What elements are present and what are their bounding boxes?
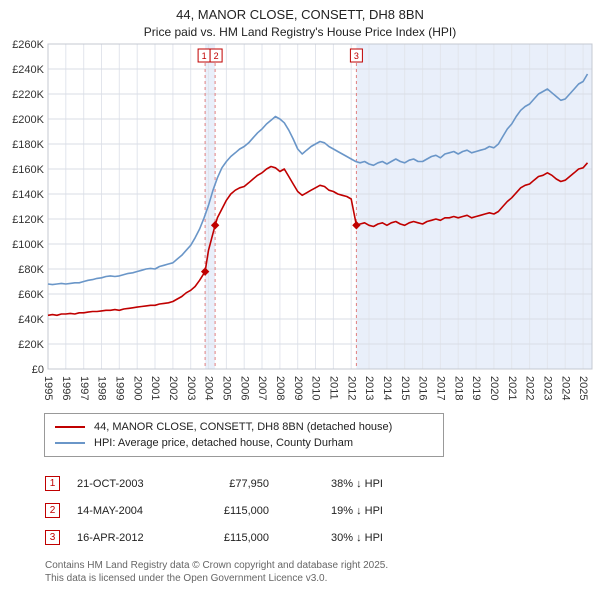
svg-text:£220K: £220K (12, 89, 44, 101)
transaction-row: 1 21-OCT-2003 £77,950 38% ↓ HPI (45, 470, 600, 497)
footer-line-2: This data is licensed under the Open Gov… (45, 573, 328, 584)
svg-text:2010: 2010 (310, 376, 322, 400)
svg-text:1: 1 (202, 51, 207, 61)
chart-title: 44, MANOR CLOSE, CONSETT, DH8 8BN (176, 7, 424, 22)
transaction-hpi-delta: 19% ↓ HPI (331, 504, 383, 517)
chart-legend: 44, MANOR CLOSE, CONSETT, DH8 8BN (detac… (44, 413, 444, 457)
transaction-price: £115,000 (223, 531, 269, 544)
transaction-price: £115,000 (223, 504, 269, 517)
transaction-number-badge: 3 (45, 530, 60, 545)
svg-text:2001: 2001 (149, 376, 161, 400)
legend-entry-hpi: HPI: Average price, detached house, Coun… (53, 435, 435, 451)
property-line-swatch (55, 426, 85, 428)
transaction-row: 2 14-MAY-2004 £115,000 19% ↓ HPI (45, 497, 600, 524)
legend-label-property: 44, MANOR CLOSE, CONSETT, DH8 8BN (detac… (94, 421, 393, 433)
transaction-price: £77,950 (229, 477, 269, 490)
svg-text:1995: 1995 (42, 376, 54, 400)
transaction-table: 1 21-OCT-2003 £77,950 38% ↓ HPI 2 14-MAY… (45, 470, 600, 551)
transaction-date: 14-MAY-2004 (77, 504, 144, 517)
footer-line-1: Contains HM Land Registry data © Crown c… (45, 560, 389, 571)
svg-text:2: 2 (214, 51, 219, 61)
svg-text:2024: 2024 (559, 376, 571, 400)
svg-text:3: 3 (354, 51, 359, 61)
svg-text:£200K: £200K (12, 114, 44, 126)
transaction-row: 3 16-APR-2012 £115,000 30% ↓ HPI (45, 524, 600, 551)
svg-text:2013: 2013 (363, 376, 375, 400)
svg-text:£20K: £20K (18, 339, 44, 351)
chart-subtitle: Price paid vs. HM Land Registry's House … (143, 25, 457, 39)
svg-text:2021: 2021 (506, 376, 518, 400)
svg-text:2025: 2025 (577, 376, 589, 400)
copyright-footer: Contains HM Land Registry data © Crown c… (45, 559, 600, 585)
svg-text:1998: 1998 (96, 376, 108, 400)
svg-text:2017: 2017 (434, 376, 446, 400)
transaction-hpi-delta: 38% ↓ HPI (331, 477, 383, 490)
svg-text:2008: 2008 (274, 376, 286, 400)
svg-text:2015: 2015 (399, 376, 411, 400)
svg-text:£160K: £160K (12, 164, 44, 176)
transaction-hpi-delta: 30% ↓ HPI (331, 531, 383, 544)
svg-text:£60K: £60K (18, 289, 44, 301)
svg-text:£240K: £240K (12, 64, 44, 76)
svg-text:£0: £0 (32, 364, 44, 376)
legend-label-hpi: HPI: Average price, detached house, Coun… (94, 437, 354, 449)
svg-text:£180K: £180K (12, 139, 44, 151)
svg-text:2009: 2009 (292, 376, 304, 400)
svg-text:1997: 1997 (78, 376, 90, 400)
svg-text:£140K: £140K (12, 189, 44, 201)
svg-text:2004: 2004 (203, 376, 215, 400)
svg-text:2022: 2022 (524, 376, 536, 400)
svg-text:2005: 2005 (220, 376, 232, 400)
transaction-number-badge: 2 (45, 503, 60, 518)
transaction-number-badge: 1 (45, 476, 60, 491)
svg-text:2020: 2020 (488, 376, 500, 400)
svg-text:2018: 2018 (452, 376, 464, 400)
transaction-date: 16-APR-2012 (77, 531, 144, 544)
svg-text:1996: 1996 (60, 376, 72, 400)
legend-entry-property: 44, MANOR CLOSE, CONSETT, DH8 8BN (detac… (53, 419, 435, 435)
svg-text:1999: 1999 (113, 376, 125, 400)
svg-text:2014: 2014 (381, 376, 393, 400)
svg-text:2012: 2012 (345, 376, 357, 400)
svg-text:2003: 2003 (185, 376, 197, 400)
svg-text:2006: 2006 (238, 376, 250, 400)
svg-text:2007: 2007 (256, 376, 268, 400)
price-chart: 1 2 3 £0 £20K £40K £60K £80K £100K £120K £140K £160… (12, 39, 593, 400)
svg-text:2016: 2016 (417, 376, 429, 400)
svg-text:2011: 2011 (327, 376, 339, 400)
svg-text:2002: 2002 (167, 376, 179, 400)
svg-text:2023: 2023 (541, 376, 553, 400)
svg-text:2019: 2019 (470, 376, 482, 400)
transaction-date: 21-OCT-2003 (77, 477, 144, 490)
hpi-line-swatch (55, 442, 85, 444)
svg-text:£40K: £40K (18, 314, 44, 326)
svg-text:£120K: £120K (12, 214, 44, 226)
svg-text:£80K: £80K (18, 264, 44, 276)
svg-text:2000: 2000 (131, 376, 143, 400)
svg-text:£260K: £260K (12, 39, 44, 51)
svg-text:£100K: £100K (12, 239, 44, 251)
